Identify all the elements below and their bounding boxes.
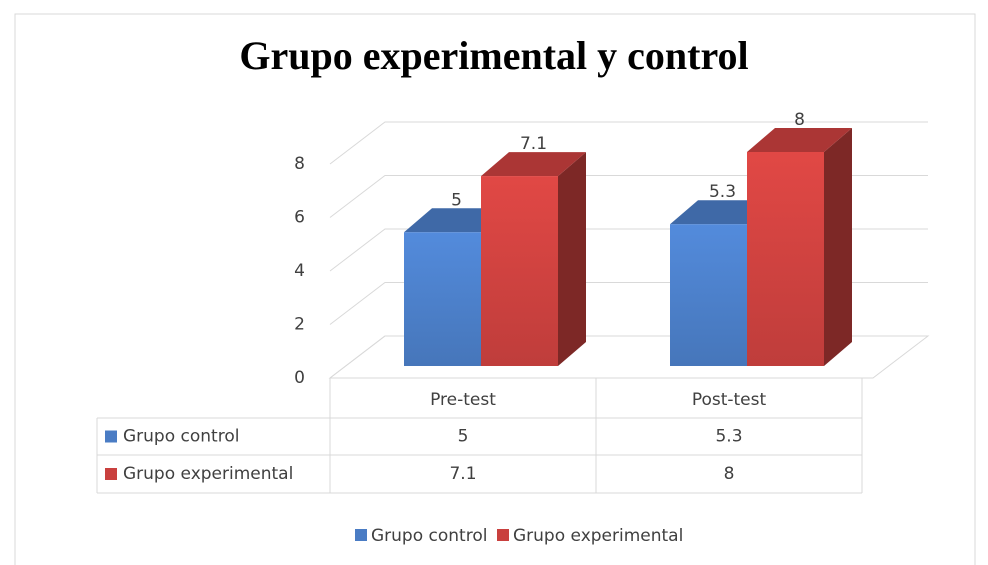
table-cell: 8 bbox=[724, 464, 735, 484]
legend-key bbox=[497, 529, 509, 541]
bar bbox=[404, 232, 481, 366]
chart-title: Grupo experimental y control bbox=[239, 33, 748, 78]
grid-line bbox=[329, 121, 928, 165]
data-label: 7.1 bbox=[520, 134, 547, 154]
bar-side bbox=[558, 152, 586, 366]
bar bbox=[670, 224, 747, 366]
table-row-label: Grupo experimental bbox=[123, 464, 293, 484]
y-tick-label: 2 bbox=[294, 315, 305, 335]
bar bbox=[481, 176, 558, 366]
table-header: Post-test bbox=[692, 390, 767, 410]
y-tick-label: 0 bbox=[294, 368, 305, 388]
table-cell: 5 bbox=[458, 427, 469, 447]
bar-side bbox=[824, 128, 852, 366]
legend-label: Grupo control bbox=[371, 526, 487, 546]
table-legend-key bbox=[105, 430, 117, 443]
table-legend-key bbox=[105, 468, 117, 480]
table-row-label: Grupo control bbox=[123, 427, 239, 447]
table-cell: 7.1 bbox=[449, 464, 476, 484]
table-cell: 5.3 bbox=[715, 427, 742, 447]
y-tick-label: 4 bbox=[294, 261, 305, 281]
data-label: 8 bbox=[794, 110, 805, 130]
data-label: 5.3 bbox=[709, 182, 736, 202]
table-header: Pre-test bbox=[430, 390, 496, 410]
bar bbox=[747, 152, 824, 366]
legend-key bbox=[355, 529, 367, 541]
legend-label: Grupo experimental bbox=[513, 526, 683, 546]
bar-top bbox=[747, 128, 852, 152]
chart-border bbox=[14, 13, 976, 565]
bar-top bbox=[481, 152, 586, 177]
y-tick-label: 8 bbox=[294, 154, 305, 174]
data-label: 5 bbox=[451, 190, 462, 210]
y-tick-label: 6 bbox=[294, 208, 305, 228]
